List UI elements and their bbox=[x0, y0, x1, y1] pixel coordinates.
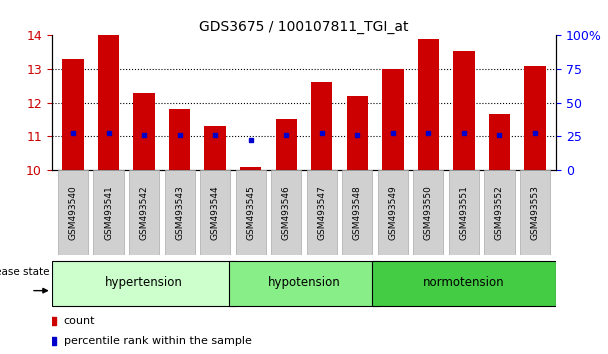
Text: disease state: disease state bbox=[0, 267, 49, 277]
Text: GSM493540: GSM493540 bbox=[69, 185, 77, 240]
FancyBboxPatch shape bbox=[58, 170, 88, 255]
Text: GSM493553: GSM493553 bbox=[531, 185, 539, 240]
Text: normotension: normotension bbox=[423, 276, 505, 289]
Text: GSM493542: GSM493542 bbox=[140, 185, 148, 240]
FancyBboxPatch shape bbox=[342, 170, 373, 255]
FancyBboxPatch shape bbox=[413, 170, 443, 255]
Bar bbox=[240, 166, 261, 170]
Text: GSM493550: GSM493550 bbox=[424, 185, 433, 240]
FancyBboxPatch shape bbox=[229, 261, 379, 306]
FancyBboxPatch shape bbox=[306, 170, 337, 255]
Text: GSM493549: GSM493549 bbox=[389, 185, 398, 240]
Text: GSM493547: GSM493547 bbox=[317, 185, 326, 240]
Bar bbox=[418, 39, 439, 170]
Text: GSM493543: GSM493543 bbox=[175, 185, 184, 240]
Text: GSM493544: GSM493544 bbox=[210, 185, 219, 240]
Bar bbox=[453, 51, 475, 170]
Text: percentile rank within the sample: percentile rank within the sample bbox=[64, 336, 252, 346]
FancyBboxPatch shape bbox=[200, 170, 230, 255]
Text: GSM493541: GSM493541 bbox=[104, 185, 113, 240]
FancyBboxPatch shape bbox=[52, 261, 237, 306]
Text: GSM493545: GSM493545 bbox=[246, 185, 255, 240]
Bar bbox=[311, 82, 333, 170]
Bar bbox=[133, 92, 155, 170]
Bar bbox=[524, 65, 545, 170]
Text: hypotension: hypotension bbox=[268, 276, 340, 289]
Bar bbox=[169, 109, 190, 170]
FancyBboxPatch shape bbox=[235, 170, 266, 255]
Text: GSM493552: GSM493552 bbox=[495, 185, 504, 240]
Bar bbox=[489, 114, 510, 170]
Bar bbox=[382, 69, 404, 170]
Text: GSM493548: GSM493548 bbox=[353, 185, 362, 240]
FancyBboxPatch shape bbox=[371, 261, 556, 306]
FancyBboxPatch shape bbox=[485, 170, 514, 255]
FancyBboxPatch shape bbox=[94, 170, 123, 255]
Text: count: count bbox=[64, 316, 95, 326]
Text: GSM493546: GSM493546 bbox=[282, 185, 291, 240]
Text: GSM493551: GSM493551 bbox=[460, 185, 468, 240]
FancyBboxPatch shape bbox=[520, 170, 550, 255]
FancyBboxPatch shape bbox=[165, 170, 195, 255]
Bar bbox=[63, 59, 84, 170]
FancyBboxPatch shape bbox=[129, 170, 159, 255]
Bar bbox=[347, 96, 368, 170]
Text: hypertension: hypertension bbox=[105, 276, 183, 289]
Title: GDS3675 / 100107811_TGI_at: GDS3675 / 100107811_TGI_at bbox=[199, 21, 409, 34]
Bar bbox=[204, 126, 226, 170]
Bar bbox=[275, 119, 297, 170]
FancyBboxPatch shape bbox=[449, 170, 479, 255]
Bar bbox=[98, 35, 119, 170]
FancyBboxPatch shape bbox=[378, 170, 408, 255]
FancyBboxPatch shape bbox=[271, 170, 302, 255]
